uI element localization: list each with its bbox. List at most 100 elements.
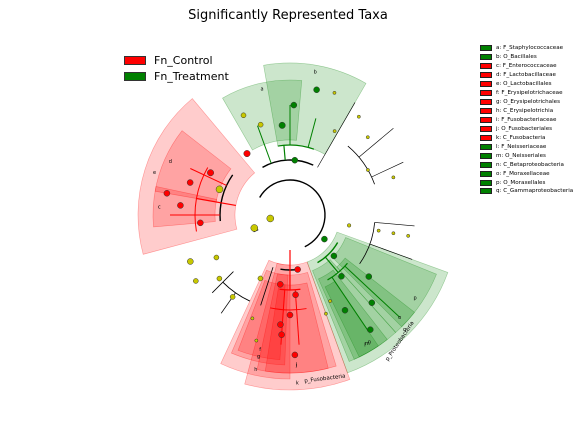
taxon-node (294, 266, 301, 273)
taxon-node (250, 224, 259, 232)
taxa-legend-swatch (480, 54, 492, 61)
taxa-legend-swatch (480, 99, 492, 106)
tree-branch (222, 281, 251, 302)
taxa-legend-label: g: O_Erysipelotrichales (496, 99, 561, 106)
taxon-node (313, 86, 320, 94)
taxa-legend-label: a: F_Staphylococcaceae (496, 45, 564, 52)
taxa-legend-swatch (480, 170, 492, 177)
clade-letter: b (314, 70, 317, 76)
taxa-legend-item: j: O_Fusobacteriales (480, 124, 573, 133)
taxa-legend-label: f: F_Erysipelotrichaceae (496, 90, 563, 97)
tree-edge (331, 276, 369, 332)
taxon-node (290, 101, 298, 109)
clade-sector-l (324, 280, 379, 358)
group-legend-swatch (124, 55, 146, 65)
clade-letter: k (296, 380, 299, 386)
taxon-node (278, 331, 285, 338)
taxa-legend-label: i: F_Fusobacteriaceae (496, 116, 557, 123)
taxa-legend-item: i: F_Fusobacteriaceae (480, 116, 573, 125)
taxa-legend-swatch (480, 63, 492, 70)
taxa-legend-swatch (480, 116, 492, 123)
clade-letter: n (368, 340, 371, 346)
taxon-node (406, 233, 411, 238)
clade-sector-j (256, 272, 337, 374)
taxon-node (254, 338, 259, 343)
taxon-node (286, 311, 294, 319)
taxa-legend-item: d: F_Lactobacillaceae (480, 71, 573, 80)
taxon-node (216, 275, 223, 282)
taxa-legend-label: m: O_Neisseriales (496, 152, 546, 159)
taxon-node (163, 190, 171, 197)
taxa-legend-swatch (480, 108, 492, 115)
clade-letter: f (259, 347, 261, 353)
group-legend-swatch (124, 71, 146, 81)
clade-letter: p (413, 295, 416, 301)
taxon-node (278, 121, 286, 129)
taxa-legend-swatch (480, 134, 492, 141)
clade-letter: h (254, 367, 257, 373)
tree-edge (369, 243, 413, 260)
taxon-node (338, 273, 345, 280)
phylum-label-fusobacteria: p_Fusobacteria (304, 374, 346, 385)
taxon-node (391, 175, 396, 180)
taxon-node (321, 235, 328, 243)
tree-branch (270, 307, 307, 311)
clade-letter: e (153, 170, 156, 176)
taxon-node (257, 121, 264, 128)
taxa-legend-label: c: F_Enterococcaceae (496, 63, 557, 70)
clade-letter: a (261, 87, 264, 93)
figure-title: Significantly Represented Taxa (188, 8, 388, 23)
taxon-node (243, 150, 251, 158)
taxon-node (365, 273, 373, 280)
taxon-node (291, 156, 299, 164)
taxon-node (193, 278, 199, 284)
taxon-node (186, 179, 194, 186)
tree-edge (260, 267, 274, 306)
taxon-node (347, 223, 352, 228)
tree-edge (374, 222, 415, 227)
taxon-node (367, 326, 374, 333)
clade-letter: i (296, 362, 297, 368)
taxa-legend-item: b: O_Bacillales (480, 53, 573, 62)
taxon-node (207, 169, 214, 177)
clade-letter: m (365, 341, 370, 347)
clade-sector-g (230, 269, 289, 366)
tree-edge (358, 127, 394, 158)
taxa-legend-label: d: F_Lactobacillaceae (496, 72, 556, 79)
taxon-node (291, 351, 299, 359)
clade-sector-h (220, 259, 291, 380)
taxa-legend-item: a: F_Staphylococcaceae (480, 44, 573, 53)
taxon-node (365, 135, 370, 140)
clade-sector-m (318, 269, 388, 360)
taxa-legend-label: p: O_Moraxellales (496, 179, 546, 186)
tree-edge (324, 256, 339, 273)
tree-edge (344, 265, 401, 318)
tree-edge (257, 125, 272, 164)
taxon-node (257, 275, 264, 282)
tree-branch (347, 145, 375, 185)
taxon-node (356, 114, 361, 119)
taxa-legend-item: c: F_Enterococcaceae (480, 62, 573, 71)
tree-edge (211, 271, 234, 294)
taxa-legend-item: e: O_Lactobacillales (480, 80, 573, 89)
clade-letter: c (158, 205, 161, 211)
taxa-legend-label: l: F_Neisseriaceae (496, 143, 547, 150)
taxon-node (177, 202, 184, 209)
taxon-node (277, 281, 284, 288)
taxon-node (332, 129, 337, 133)
taxa-legend-label: e: O_Lactobacillales (496, 81, 552, 88)
taxa-legend-label: q: C_Gammaproteobacteria (496, 188, 574, 195)
taxa-legend-item: g: O_Erysipelotrichales (480, 98, 573, 107)
taxa-legend-item: f: F_Erysipelotrichaceae (480, 89, 573, 98)
taxa-legend-swatch (480, 143, 492, 150)
tree-branch (219, 174, 234, 222)
tree-edge (371, 161, 404, 178)
taxa-legend-item: m: O_Neisseriales (480, 151, 573, 160)
group-legend-label: Fn_Treatment (154, 69, 229, 83)
taxon-node (197, 219, 204, 227)
tree-branch (259, 179, 326, 248)
clade-letter: j (295, 362, 297, 368)
clade-letter: g (257, 354, 260, 360)
taxon-node (266, 214, 275, 223)
